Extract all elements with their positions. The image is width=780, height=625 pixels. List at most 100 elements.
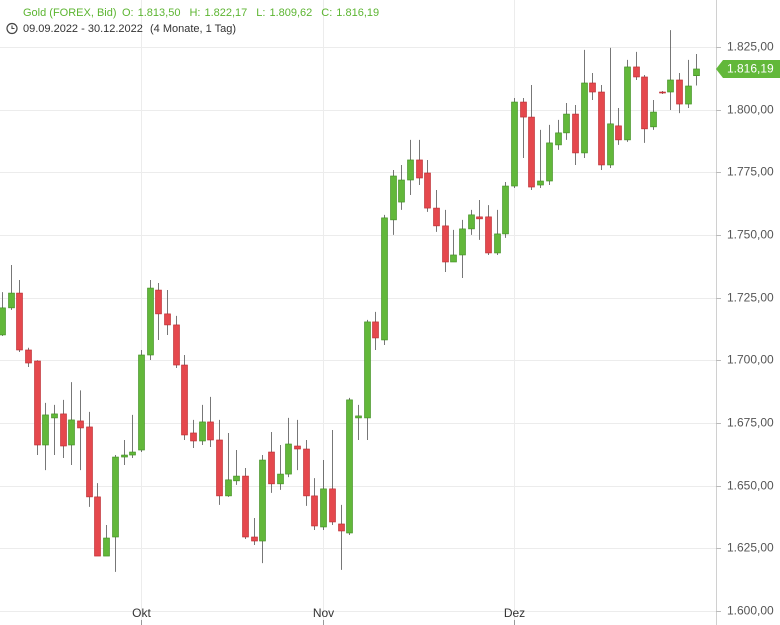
y-tick-label: 1.650,00: [727, 479, 774, 493]
candle-body: [60, 413, 67, 447]
candle-body: [563, 113, 570, 134]
candle-body: [650, 111, 657, 128]
candle-body: [294, 445, 301, 450]
candle-body: [34, 360, 41, 446]
ohlc-key: L:: [256, 7, 265, 19]
candle-body: [468, 214, 475, 230]
ohlc-info: O: 1.813,50 H: 1.822,17 L: 1.809,62 C: 1.816,19: [122, 7, 379, 19]
candle-body: [51, 413, 58, 419]
candle-body: [537, 180, 544, 186]
candle-body: [476, 216, 483, 220]
candle-body: [667, 79, 674, 93]
candle-body: [520, 101, 527, 118]
chart-title: Gold (FOREX, Bid): [23, 7, 117, 19]
candle-body: [424, 172, 431, 209]
candle-body: [173, 324, 180, 366]
y-tick-label: 1.725,00: [727, 291, 774, 305]
candle-body: [103, 537, 110, 557]
ohlc-key: O:: [122, 7, 134, 19]
ohlc-value: 1.816,19: [336, 7, 379, 19]
candle-body: [598, 91, 605, 166]
last-value-label: 1.816,19: [727, 62, 774, 76]
candle-body: [494, 233, 501, 254]
candle-body: [86, 426, 93, 498]
candle-body: [546, 142, 553, 182]
candle-body: [320, 488, 327, 528]
candle-body: [147, 287, 154, 356]
candle-body: [433, 207, 440, 227]
candle-body: [555, 132, 562, 146]
candle-body: [511, 101, 518, 187]
y-tick-label: 1.825,00: [727, 40, 774, 54]
candle-body: [364, 321, 371, 419]
candle-body: [25, 349, 32, 364]
x-tick-label: Nov: [313, 606, 334, 620]
candle-body: [693, 68, 700, 77]
candle-body: [589, 82, 596, 93]
candle-body: [199, 421, 206, 442]
candle-body: [233, 475, 240, 482]
candle-body: [16, 292, 23, 351]
candle-body: [407, 159, 414, 181]
candle-body: [346, 399, 353, 534]
candle-body: [251, 536, 258, 542]
candle-body: [216, 439, 223, 497]
period: (4 Monate, 1 Tag): [150, 23, 236, 35]
candle-body: [277, 473, 284, 485]
candle-body: [416, 159, 423, 179]
candle-body: [242, 475, 249, 538]
candle-body: [485, 216, 492, 254]
candle-body: [181, 364, 188, 436]
candle-body: [355, 415, 362, 419]
candle-body: [129, 451, 136, 456]
ohlc-value: 1.813,50: [138, 7, 181, 19]
candle-body: [528, 116, 535, 188]
candle-body: [624, 66, 631, 141]
candle-body: [390, 175, 397, 221]
y-tick-label: 1.775,00: [727, 165, 774, 179]
candle-body: [303, 448, 310, 497]
candle-body: [311, 495, 318, 527]
y-tick-label: 1.700,00: [727, 353, 774, 367]
date-range: 09.09.2022 - 30.12.2022: [23, 23, 143, 35]
candle-body: [42, 414, 49, 446]
candle-body: [164, 313, 171, 326]
y-tick-label: 1.625,00: [727, 541, 774, 555]
candle-body: [676, 79, 683, 105]
candle-body: [502, 185, 509, 235]
y-tick-label: 1.675,00: [727, 416, 774, 430]
y-tick-label: 1.800,00: [727, 103, 774, 117]
x-tick-label: Dez: [504, 606, 525, 620]
ohlc-key: H:: [189, 7, 200, 19]
candle-body: [372, 321, 379, 339]
candle-body: [155, 289, 162, 315]
candle-body: [94, 496, 101, 557]
clock-icon: [6, 22, 18, 35]
y-tick-label: 1.600,00: [727, 604, 774, 618]
candle-body: [225, 479, 232, 497]
candle-body: [450, 254, 457, 263]
ohlc-key: C:: [321, 7, 332, 19]
candle-body: [268, 451, 275, 485]
candle-body: [285, 443, 292, 475]
candle-body: [442, 225, 449, 263]
candle-body: [572, 113, 579, 154]
candle-body: [121, 454, 128, 458]
candle-body: [685, 85, 692, 105]
candle-body: [659, 91, 666, 94]
candle-body: [581, 82, 588, 154]
candle-body: [259, 459, 266, 542]
candle-body: [641, 76, 648, 130]
candle-body: [190, 432, 197, 442]
candle-body: [607, 123, 614, 166]
candle-body: [207, 421, 214, 441]
candle-body: [615, 125, 622, 141]
candle-body: [0, 307, 6, 336]
plot-area: [0, 0, 716, 625]
ohlc-value: 1.809,62: [269, 7, 312, 19]
last-value-badge: [716, 59, 780, 78]
y-tick-label: 1.750,00: [727, 228, 774, 242]
candle-body: [633, 66, 640, 78]
candle-body: [329, 488, 336, 523]
